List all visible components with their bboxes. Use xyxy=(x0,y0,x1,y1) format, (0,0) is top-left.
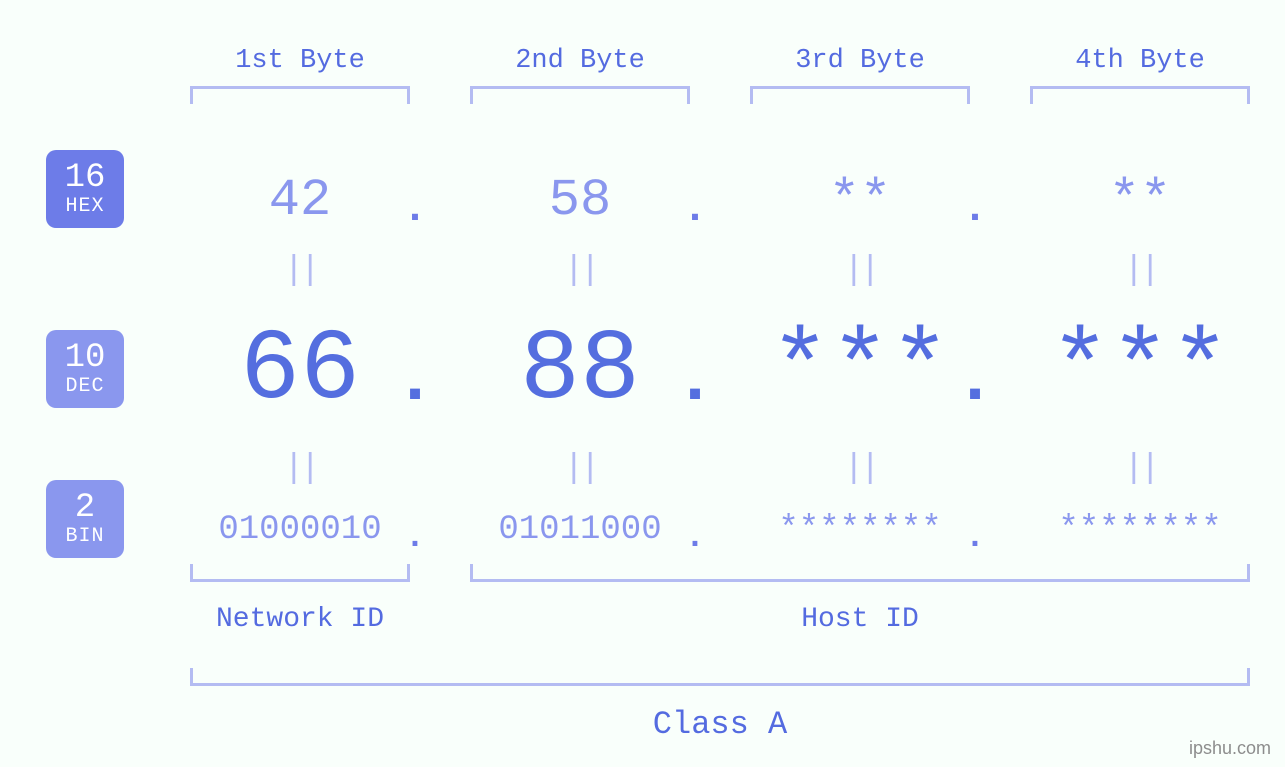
watermark: ipshu.com xyxy=(1189,738,1271,759)
hex-dot: . xyxy=(385,188,445,230)
equals-icon: || xyxy=(270,450,330,488)
dec-value: *** xyxy=(1010,322,1270,422)
byte-header-bracket xyxy=(1030,86,1250,104)
bin-dot: . xyxy=(945,521,1005,555)
hex-value: ** xyxy=(1010,175,1270,227)
equals-icon: || xyxy=(1110,252,1170,290)
base-badge-hex: 16HEX xyxy=(46,150,124,228)
class-bracket xyxy=(190,668,1250,686)
badge-num: 16 xyxy=(65,161,106,197)
bottom-label: Network ID xyxy=(190,604,410,635)
byte-header-bracket xyxy=(470,86,690,104)
byte-header-label: 1st Byte xyxy=(200,46,400,76)
byte-header-bracket xyxy=(750,86,970,104)
badge-label: BIN xyxy=(65,526,104,547)
byte-header-label: 2nd Byte xyxy=(480,46,680,76)
equals-icon: || xyxy=(830,450,890,488)
equals-icon: || xyxy=(270,252,330,290)
byte-header-label: 4th Byte xyxy=(1040,46,1240,76)
bin-value: ******** xyxy=(1010,513,1270,547)
badge-num: 2 xyxy=(75,491,95,527)
badge-label: DEC xyxy=(65,376,104,397)
equals-icon: || xyxy=(830,252,890,290)
dec-dot: . xyxy=(385,347,445,417)
equals-icon: || xyxy=(1110,450,1170,488)
bottom-label: Host ID xyxy=(470,604,1250,635)
bottom-bracket xyxy=(190,564,410,582)
dec-dot: . xyxy=(945,347,1005,417)
equals-icon: || xyxy=(550,252,610,290)
bottom-bracket xyxy=(470,564,1250,582)
badge-num: 10 xyxy=(65,341,106,377)
class-label: Class A xyxy=(190,706,1250,743)
base-badge-dec: 10DEC xyxy=(46,330,124,408)
hex-dot: . xyxy=(945,188,1005,230)
equals-icon: || xyxy=(550,450,610,488)
badge-label: HEX xyxy=(65,196,104,217)
byte-header-label: 3rd Byte xyxy=(760,46,960,76)
hex-dot: . xyxy=(665,188,725,230)
base-badge-bin: 2BIN xyxy=(46,480,124,558)
bin-dot: . xyxy=(665,521,725,555)
dec-dot: . xyxy=(665,347,725,417)
bin-dot: . xyxy=(385,521,445,555)
byte-header-bracket xyxy=(190,86,410,104)
